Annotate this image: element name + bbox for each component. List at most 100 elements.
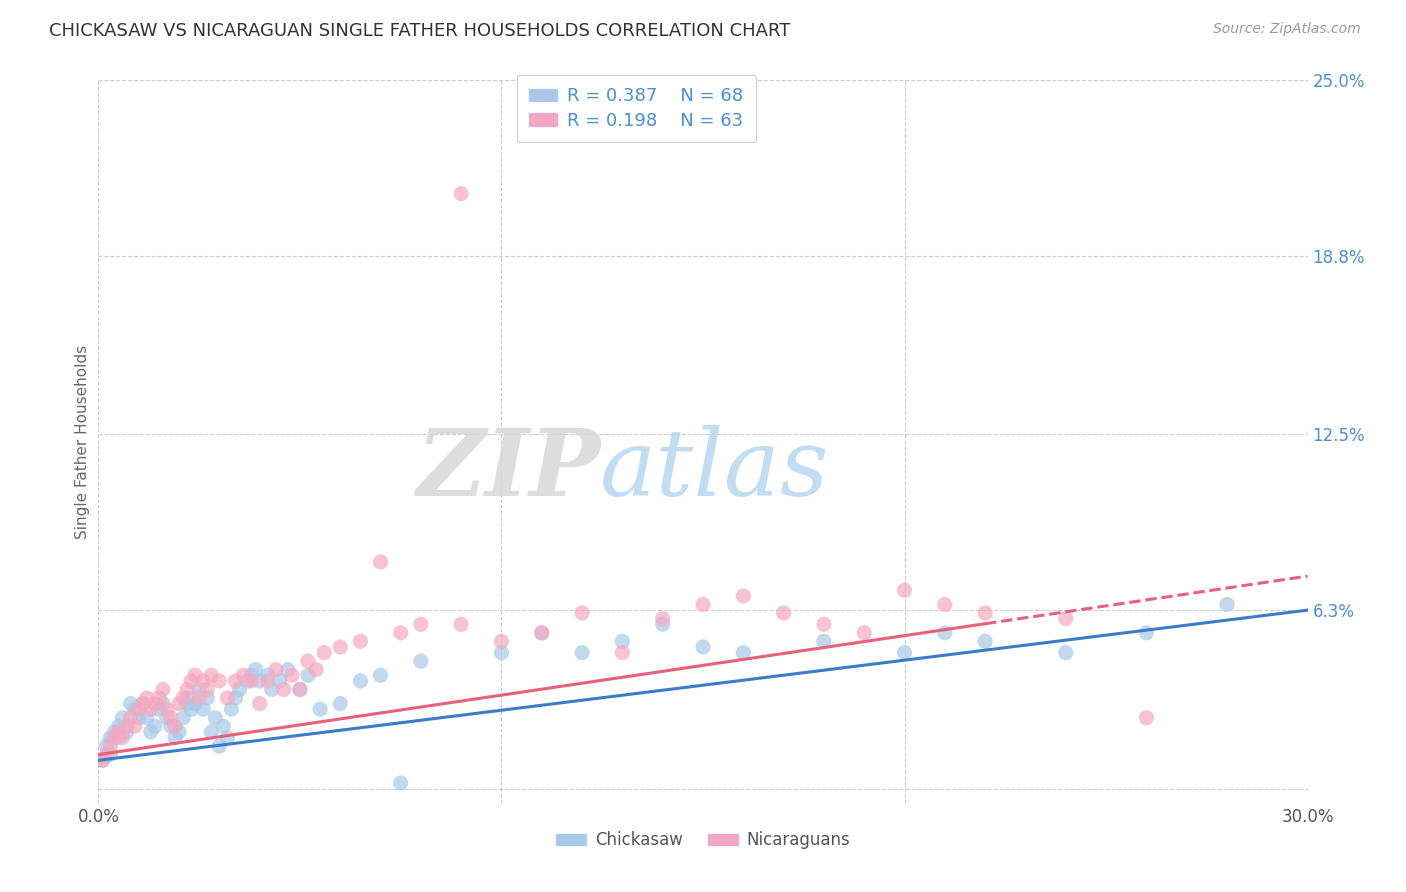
Point: [184, 668, 207, 682]
Point: [1135, 711, 1157, 725]
Point: [236, 673, 259, 688]
Point: [224, 673, 246, 688]
Point: [195, 682, 218, 697]
Point: [240, 673, 263, 688]
Point: [245, 663, 267, 677]
Point: [148, 702, 170, 716]
Point: [273, 682, 295, 697]
Text: Source: ZipAtlas.com: Source: ZipAtlas.com: [1213, 22, 1361, 37]
Point: [264, 663, 287, 677]
Point: [180, 702, 202, 716]
Point: [139, 702, 162, 716]
Point: [132, 697, 155, 711]
Point: [329, 640, 352, 654]
Point: [281, 668, 304, 682]
Point: [329, 697, 352, 711]
Point: [288, 682, 311, 697]
Point: [389, 776, 412, 790]
Point: [160, 711, 183, 725]
Legend: Chickasaw, Nicaraguans: Chickasaw, Nicaraguans: [550, 824, 856, 856]
Point: [612, 634, 634, 648]
Point: [148, 690, 170, 705]
Text: atlas: atlas: [600, 425, 830, 516]
Point: [1054, 646, 1077, 660]
Point: [389, 625, 412, 640]
Point: [224, 690, 246, 705]
Point: [200, 668, 222, 682]
Point: [91, 753, 114, 767]
Point: [450, 617, 472, 632]
Point: [370, 555, 392, 569]
Point: [260, 682, 283, 697]
Point: [277, 663, 299, 677]
Point: [409, 654, 432, 668]
Text: ZIP: ZIP: [416, 425, 600, 516]
Point: [193, 702, 215, 716]
Point: [91, 753, 114, 767]
Point: [208, 673, 231, 688]
Point: [143, 697, 166, 711]
Point: [1135, 625, 1157, 640]
Point: [139, 725, 162, 739]
Point: [193, 673, 215, 688]
Point: [349, 634, 371, 648]
Point: [1054, 612, 1077, 626]
Point: [103, 731, 125, 745]
Point: [530, 625, 553, 640]
Point: [152, 697, 174, 711]
Point: [107, 725, 129, 739]
Point: [571, 646, 593, 660]
Point: [152, 682, 174, 697]
Point: [111, 711, 134, 725]
Y-axis label: Single Father Households: Single Father Households: [75, 344, 90, 539]
Point: [450, 186, 472, 201]
Point: [228, 682, 250, 697]
Point: [96, 747, 118, 762]
Point: [172, 690, 194, 705]
Point: [107, 731, 129, 745]
Point: [349, 673, 371, 688]
Point: [107, 719, 129, 733]
Point: [115, 719, 138, 733]
Point: [370, 668, 392, 682]
Point: [163, 719, 186, 733]
Point: [256, 673, 278, 688]
Point: [188, 690, 211, 705]
Point: [305, 663, 328, 677]
Point: [309, 702, 332, 716]
Point: [184, 697, 207, 711]
Point: [217, 690, 239, 705]
Point: [124, 702, 146, 716]
Point: [612, 646, 634, 660]
Point: [733, 646, 755, 660]
Text: CHICKASAW VS NICARAGUAN SINGLE FATHER HOUSEHOLDS CORRELATION CHART: CHICKASAW VS NICARAGUAN SINGLE FATHER HO…: [49, 22, 790, 40]
Point: [100, 747, 122, 762]
Point: [204, 711, 226, 725]
Point: [176, 697, 198, 711]
Point: [120, 697, 142, 711]
Point: [269, 673, 291, 688]
Point: [100, 739, 122, 753]
Point: [813, 634, 835, 648]
Point: [934, 598, 956, 612]
Point: [180, 673, 202, 688]
Point: [132, 697, 155, 711]
Point: [96, 739, 118, 753]
Point: [491, 646, 513, 660]
Point: [135, 690, 157, 705]
Point: [200, 725, 222, 739]
Point: [217, 731, 239, 745]
Point: [651, 617, 673, 632]
Point: [160, 719, 183, 733]
Point: [143, 719, 166, 733]
Point: [156, 711, 179, 725]
Point: [188, 682, 211, 697]
Point: [115, 725, 138, 739]
Point: [571, 606, 593, 620]
Point: [176, 682, 198, 697]
Point: [240, 668, 263, 682]
Point: [124, 719, 146, 733]
Point: [1216, 598, 1239, 612]
Point: [167, 725, 190, 739]
Point: [172, 711, 194, 725]
